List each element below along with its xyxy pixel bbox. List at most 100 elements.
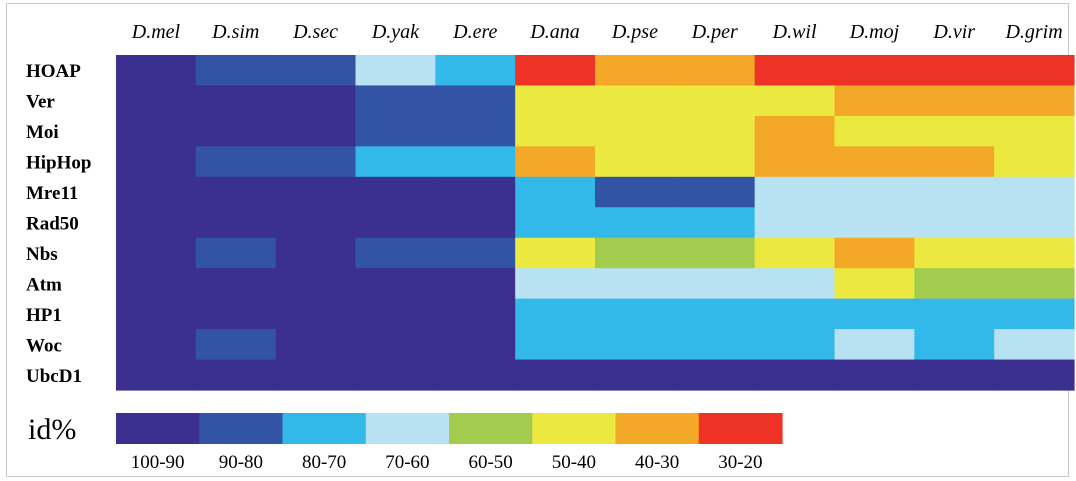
legend-swatch — [449, 413, 533, 444]
legend-swatch — [615, 413, 700, 444]
heatmap-cell — [834, 115, 915, 147]
heatmap-cell — [515, 115, 596, 147]
heatmap-cell — [435, 85, 516, 117]
heatmap-cell — [435, 55, 516, 87]
heatmap-cell — [914, 298, 995, 330]
heatmap-cell — [834, 85, 915, 117]
heatmap-cell — [595, 329, 676, 361]
column-label: D.grim — [1004, 21, 1062, 43]
heatmap-cell — [674, 176, 756, 208]
heatmap-cell — [674, 207, 756, 239]
heatmap-cell — [435, 146, 516, 178]
legend-label: 80-70 — [302, 452, 346, 473]
heatmap-cell — [674, 359, 756, 391]
heatmap-cell — [195, 359, 277, 391]
heatmap-cell — [116, 329, 197, 361]
heatmap-cell — [275, 176, 357, 208]
heatmap-cell — [355, 298, 436, 330]
heatmap-cell — [116, 237, 197, 269]
heatmap-cell — [515, 298, 596, 330]
heatmap-cell — [116, 359, 197, 391]
column-label: D.ere — [452, 21, 497, 43]
heatmap-cell — [116, 176, 197, 208]
heatmap-cell — [994, 268, 1075, 300]
column-label: D.yak — [371, 21, 420, 43]
heatmap-cell — [595, 359, 676, 391]
heatmap-cell — [994, 85, 1075, 117]
row-label: UbcD1 — [26, 366, 82, 387]
heatmap-cell — [355, 268, 436, 300]
heatmap-cell — [834, 55, 915, 87]
heatmap-cell — [195, 85, 277, 117]
heatmap-cell — [914, 115, 995, 147]
heatmap-cell — [355, 146, 436, 178]
heatmap-cell — [834, 268, 915, 300]
heatmap-cell — [595, 298, 676, 330]
heatmap-cell — [355, 115, 436, 147]
heatmap-cell — [275, 207, 357, 239]
heatmap-cell — [914, 237, 995, 269]
row-label: HP1 — [26, 305, 62, 326]
heatmap-cell — [914, 268, 995, 300]
row-label: HOAP — [26, 61, 81, 82]
column-label: D.moj — [849, 21, 900, 43]
heatmap-cell — [754, 268, 836, 300]
heatmap-cell — [116, 207, 197, 239]
heatmap-cell — [355, 329, 436, 361]
heatmap-cell — [435, 298, 516, 330]
heatmap-cell — [994, 329, 1075, 361]
row-label: Nbs — [26, 244, 58, 265]
heatmap-cell — [355, 55, 436, 87]
heatmap-cell — [116, 146, 197, 178]
legend-title: id% — [28, 413, 76, 446]
heatmap-cell — [754, 207, 836, 239]
legend-swatch — [199, 413, 284, 444]
heatmap-cell — [275, 298, 357, 330]
legend-swatch — [698, 413, 783, 444]
heatmap-cell — [834, 329, 915, 361]
heatmap-cell — [515, 268, 596, 300]
row-label: Woc — [26, 335, 62, 356]
heatmap-cell — [355, 207, 436, 239]
heatmap-cell — [275, 146, 357, 178]
heatmap-cell — [195, 146, 277, 178]
heatmap-cell — [275, 55, 357, 87]
heatmap-cell — [674, 55, 756, 87]
legend-swatch — [282, 413, 367, 444]
heatmap-cell — [674, 329, 756, 361]
column-label: D.pse — [611, 21, 658, 43]
heatmap-cell — [595, 146, 676, 178]
heatmap-cell — [515, 237, 596, 269]
legend-swatch — [116, 413, 200, 444]
row-label: HipHop — [26, 153, 91, 174]
heatmap-cell — [994, 115, 1075, 147]
heatmap-cell — [754, 146, 836, 178]
heatmap-cell — [834, 298, 915, 330]
heatmap-cell — [914, 176, 995, 208]
heatmap-cell — [595, 268, 676, 300]
heatmap-cell — [914, 329, 995, 361]
heatmap-cell — [275, 268, 357, 300]
heatmap-cell — [914, 359, 995, 391]
column-label: D.mel — [131, 21, 181, 43]
heatmap-cell — [914, 146, 995, 178]
legend-label: 50-40 — [552, 452, 596, 473]
heatmap-cell — [195, 268, 277, 300]
heatmap-cell — [595, 237, 676, 269]
heatmap-cell — [355, 85, 436, 117]
heatmap-cell — [116, 85, 197, 117]
heatmap-cell — [195, 298, 277, 330]
legend-label: 100-90 — [131, 452, 185, 473]
heatmap-cell — [595, 55, 676, 87]
legend-label: 90-80 — [219, 452, 263, 473]
heatmap-cell — [435, 176, 516, 208]
heatmap-cell — [435, 359, 516, 391]
row-label: Mre11 — [26, 183, 78, 204]
heatmap-cell — [195, 55, 277, 87]
heatmap-cell — [116, 55, 197, 87]
legend-label: 70-60 — [385, 452, 429, 473]
heatmap-cell — [275, 115, 357, 147]
heatmap-cell — [994, 237, 1075, 269]
column-label: D.per — [691, 21, 738, 43]
